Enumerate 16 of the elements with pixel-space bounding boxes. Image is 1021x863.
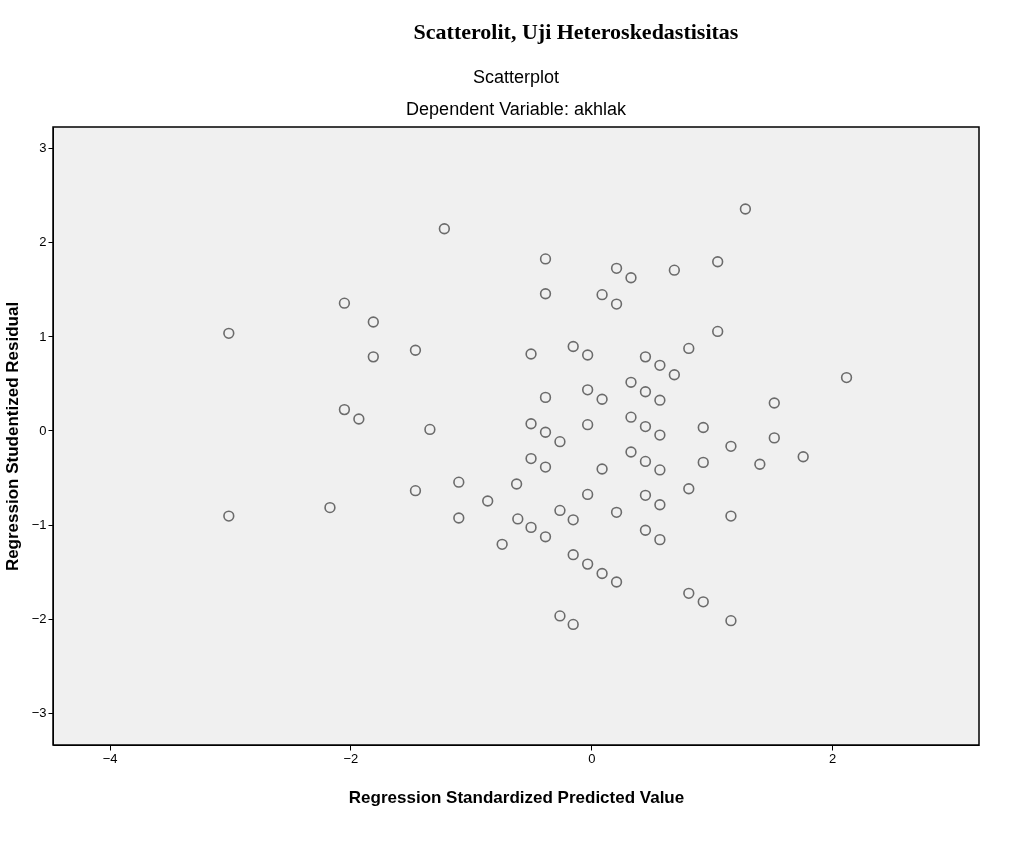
x-tick-label: 2: [828, 750, 837, 766]
x-tick-label: −2: [343, 750, 359, 766]
chart-title: Scatterplot: [472, 67, 560, 87]
text: Scatterolit, Uji Heteroskedastisitas: [413, 19, 739, 44]
y-tick-label: 3: [39, 140, 47, 156]
y-tick-label: 2: [39, 234, 47, 250]
y-tick-label: 0: [39, 422, 47, 438]
x-tick-label: −4: [102, 750, 118, 766]
x-tick-label: 0: [588, 750, 596, 766]
y-tick-label: −1: [31, 517, 47, 533]
y-tick-label: −2: [31, 611, 47, 627]
y-tick-label: 1: [39, 328, 47, 344]
y-axis-title: Regression Studentized Residual: [2, 301, 22, 572]
y-tick-label: −3: [31, 705, 47, 721]
x-axis-title: Regression Standardized Predicted Value: [348, 787, 685, 807]
chart-subtitle: Dependent Variable: akhlak: [406, 99, 627, 119]
